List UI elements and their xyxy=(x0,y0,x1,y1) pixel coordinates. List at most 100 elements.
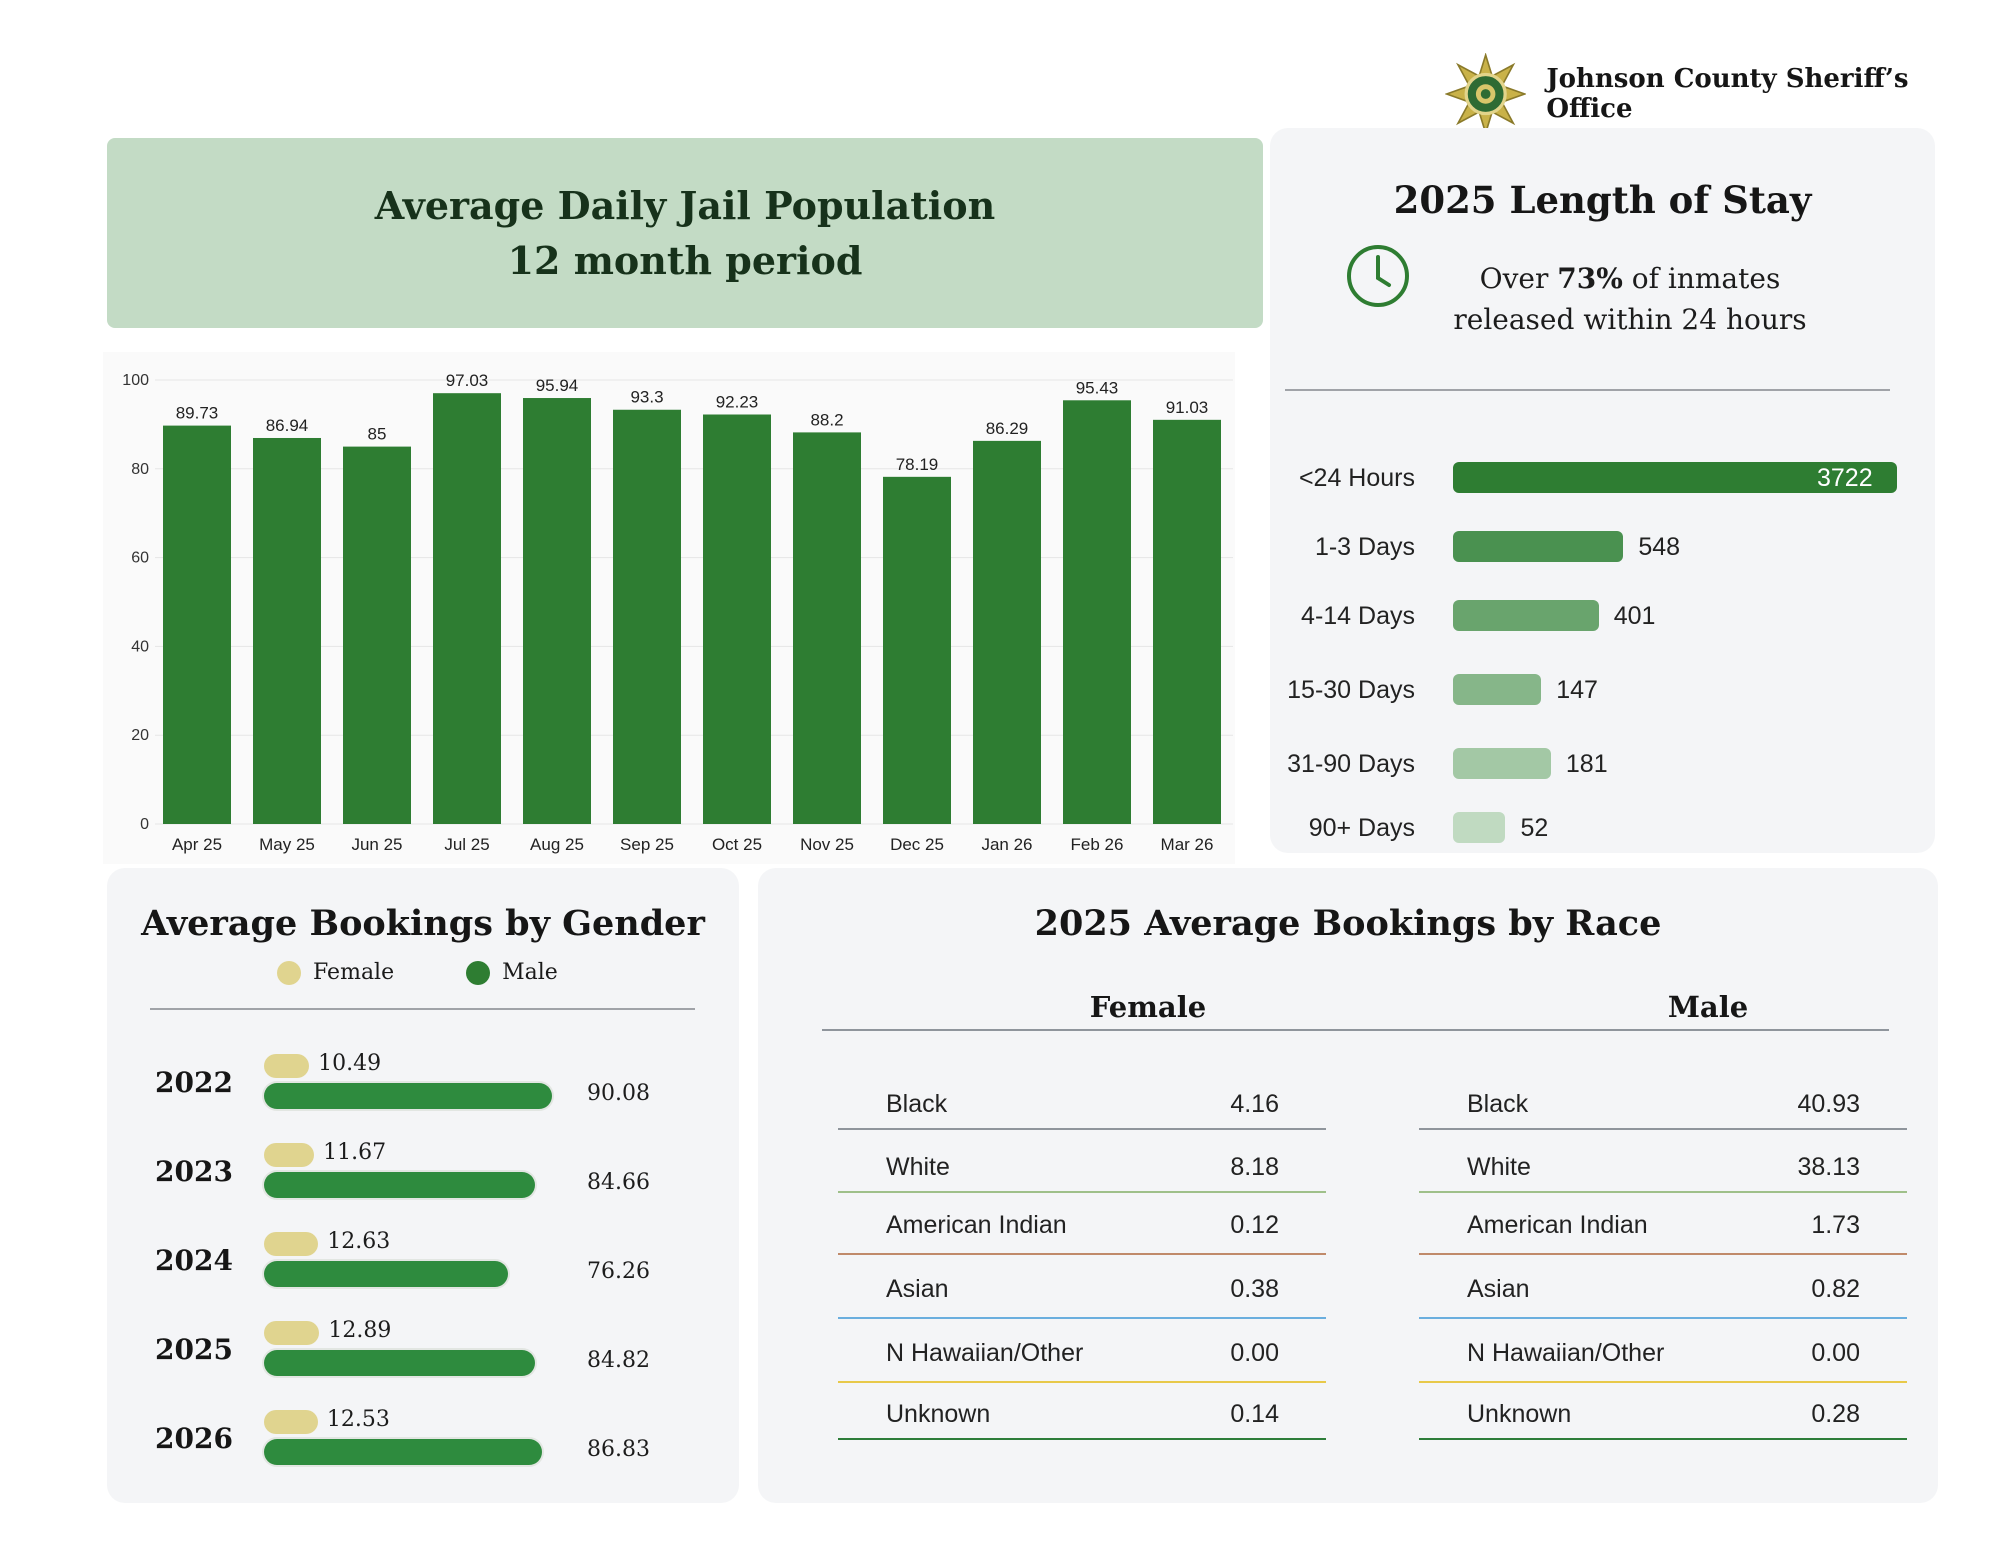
adp-bar xyxy=(163,425,231,824)
adp-bar-value-label: 86.94 xyxy=(266,416,309,435)
adp-bar xyxy=(433,393,501,824)
y-tick-label: 0 xyxy=(140,816,149,833)
race-row-divider xyxy=(1419,1317,1907,1319)
adp-bar xyxy=(343,446,411,824)
adp-bar xyxy=(253,437,321,824)
los-percent: 73% xyxy=(1557,262,1623,295)
los-bar xyxy=(1453,812,1506,843)
male-bar xyxy=(264,1083,553,1109)
race-row-divider xyxy=(1419,1191,1907,1193)
race-female-table: Black 4.16 White 8.18 American Indian 0.12 Asi… xyxy=(838,868,1326,1503)
gender-title: Average Bookings by Gender xyxy=(141,903,705,944)
adp-bar-value-label: 86.29 xyxy=(986,419,1029,438)
race-row: American Indian 1.73 xyxy=(1419,1211,1907,1251)
female-legend-swatch xyxy=(277,960,301,985)
race-row: Asian 0.82 xyxy=(1419,1275,1907,1315)
gender-legend: Female Male xyxy=(277,960,558,985)
sheriff-star-badge-icon xyxy=(1445,53,1527,135)
los-title: 2025 Length of Stay xyxy=(1393,178,1812,222)
female-legend-label: Female xyxy=(313,960,395,985)
adp-x-tick-label: Sep 25 xyxy=(620,835,674,854)
adp-x-tick-label: Apr 25 xyxy=(172,835,222,854)
adp-bar-value-label: 93.3 xyxy=(630,388,663,407)
race-value: 0.00 xyxy=(1811,1339,1860,1367)
race-value: 0.14 xyxy=(1230,1400,1279,1428)
race-row-divider xyxy=(1419,1381,1907,1383)
los-value-label: 3722 xyxy=(1817,463,1873,492)
adp-bar-value-label: 78.19 xyxy=(896,455,939,474)
male-bar xyxy=(264,1172,535,1198)
adp-bar-chart: 0 20 40 60 80 100 89.73 Apr 25 86.94 May 25 85 Jun … xyxy=(122,371,1233,854)
y-tick-label: 100 xyxy=(122,372,149,389)
adp-x-tick-label: Oct 25 xyxy=(712,835,762,854)
los-bar xyxy=(1453,600,1599,631)
adp-bar xyxy=(613,409,681,824)
adp-bar-value-label: 85 xyxy=(368,425,387,444)
race-row: Unknown 0.14 xyxy=(838,1400,1326,1440)
race-value: 0.82 xyxy=(1811,1275,1860,1303)
race-row-divider xyxy=(1419,1128,1907,1130)
race-value: 40.93 xyxy=(1797,1090,1860,1118)
los-category-label: 31-90 Days xyxy=(1287,749,1415,778)
race-row: White 38.13 xyxy=(1419,1153,1907,1193)
race-value: 0.38 xyxy=(1230,1275,1279,1303)
male-value-label: 84.66 xyxy=(587,1170,650,1195)
gender-year-label: 2023 xyxy=(155,1155,233,1188)
los-summary: Over 73% of inmates released within 24 h… xyxy=(1453,262,1807,336)
y-tick-label: 80 xyxy=(131,461,149,478)
adp-x-tick-label: Feb 26 xyxy=(1071,835,1124,854)
race-male-table: Black 40.93 White 38.13 American Indian 1.73 A… xyxy=(1419,868,1907,1503)
los-row: <24 Hours 3722 xyxy=(1270,458,1935,498)
race-value: 1.73 xyxy=(1811,1211,1860,1239)
race-male-header: Male xyxy=(1667,990,1749,1024)
gender-divider xyxy=(150,1008,695,1010)
adp-bar xyxy=(703,414,771,824)
race-female-header: Female xyxy=(1089,990,1207,1024)
race-panel: 2025 Average Bookings by Race Female Mal… xyxy=(758,868,1938,1503)
female-value-label: 11.67 xyxy=(323,1140,387,1165)
race-header-divider xyxy=(822,1029,1889,1031)
los-bar xyxy=(1453,674,1542,705)
adp-bar-value-label: 95.43 xyxy=(1076,378,1119,397)
female-value-label: 12.53 xyxy=(326,1407,390,1432)
los-bar xyxy=(1453,531,1624,562)
race-row-divider xyxy=(838,1191,1326,1193)
adp-bar-value-label: 88.2 xyxy=(810,410,843,429)
adp-title: Average Daily Jail Population xyxy=(374,183,996,228)
male-bar xyxy=(264,1350,536,1376)
female-value-label: 10.49 xyxy=(318,1051,382,1076)
adp-x-tick-label: Jan 26 xyxy=(981,835,1032,854)
female-value-label: 12.89 xyxy=(328,1318,392,1343)
female-bar xyxy=(264,1232,319,1256)
los-value-label: 548 xyxy=(1638,532,1681,561)
race-row-divider xyxy=(1419,1438,1907,1440)
gender-year-label: 2022 xyxy=(155,1066,233,1099)
race-row: Black 4.16 xyxy=(838,1090,1326,1130)
race-name: American Indian xyxy=(886,1211,1067,1239)
race-value: 0.28 xyxy=(1811,1400,1860,1428)
race-row-divider xyxy=(1419,1253,1907,1255)
race-name: Unknown xyxy=(886,1400,991,1428)
adp-bar-value-label: 89.73 xyxy=(176,404,219,423)
los-value-label: 147 xyxy=(1556,675,1598,704)
race-name: Black xyxy=(886,1090,948,1118)
race-value: 0.00 xyxy=(1230,1339,1279,1367)
los-category-label: 4-14 Days xyxy=(1301,601,1415,630)
adp-bar xyxy=(523,398,591,824)
clock-icon xyxy=(1347,245,1409,307)
race-row: Asian 0.38 xyxy=(838,1275,1326,1315)
male-value-label: 84.82 xyxy=(587,1348,650,1373)
male-legend-swatch xyxy=(466,960,491,985)
race-row: American Indian 0.12 xyxy=(838,1211,1326,1251)
los-row: 15-30 Days 147 xyxy=(1270,670,1935,710)
adp-x-tick-label: Nov 25 xyxy=(800,835,854,854)
adp-chart-area: 0 20 40 60 80 100 89.73 Apr 25 86.94 May 25 85 Jun … xyxy=(103,352,1235,864)
female-bar xyxy=(264,1054,310,1078)
race-value: 38.13 xyxy=(1797,1153,1860,1181)
los-value-label: 52 xyxy=(1520,813,1549,842)
female-bar xyxy=(264,1143,315,1167)
los-row: 31-90 Days 181 xyxy=(1270,744,1935,784)
race-row: Black 40.93 xyxy=(1419,1090,1907,1130)
los-row: 4-14 Days 401 xyxy=(1270,596,1935,636)
race-row-divider xyxy=(838,1253,1326,1255)
